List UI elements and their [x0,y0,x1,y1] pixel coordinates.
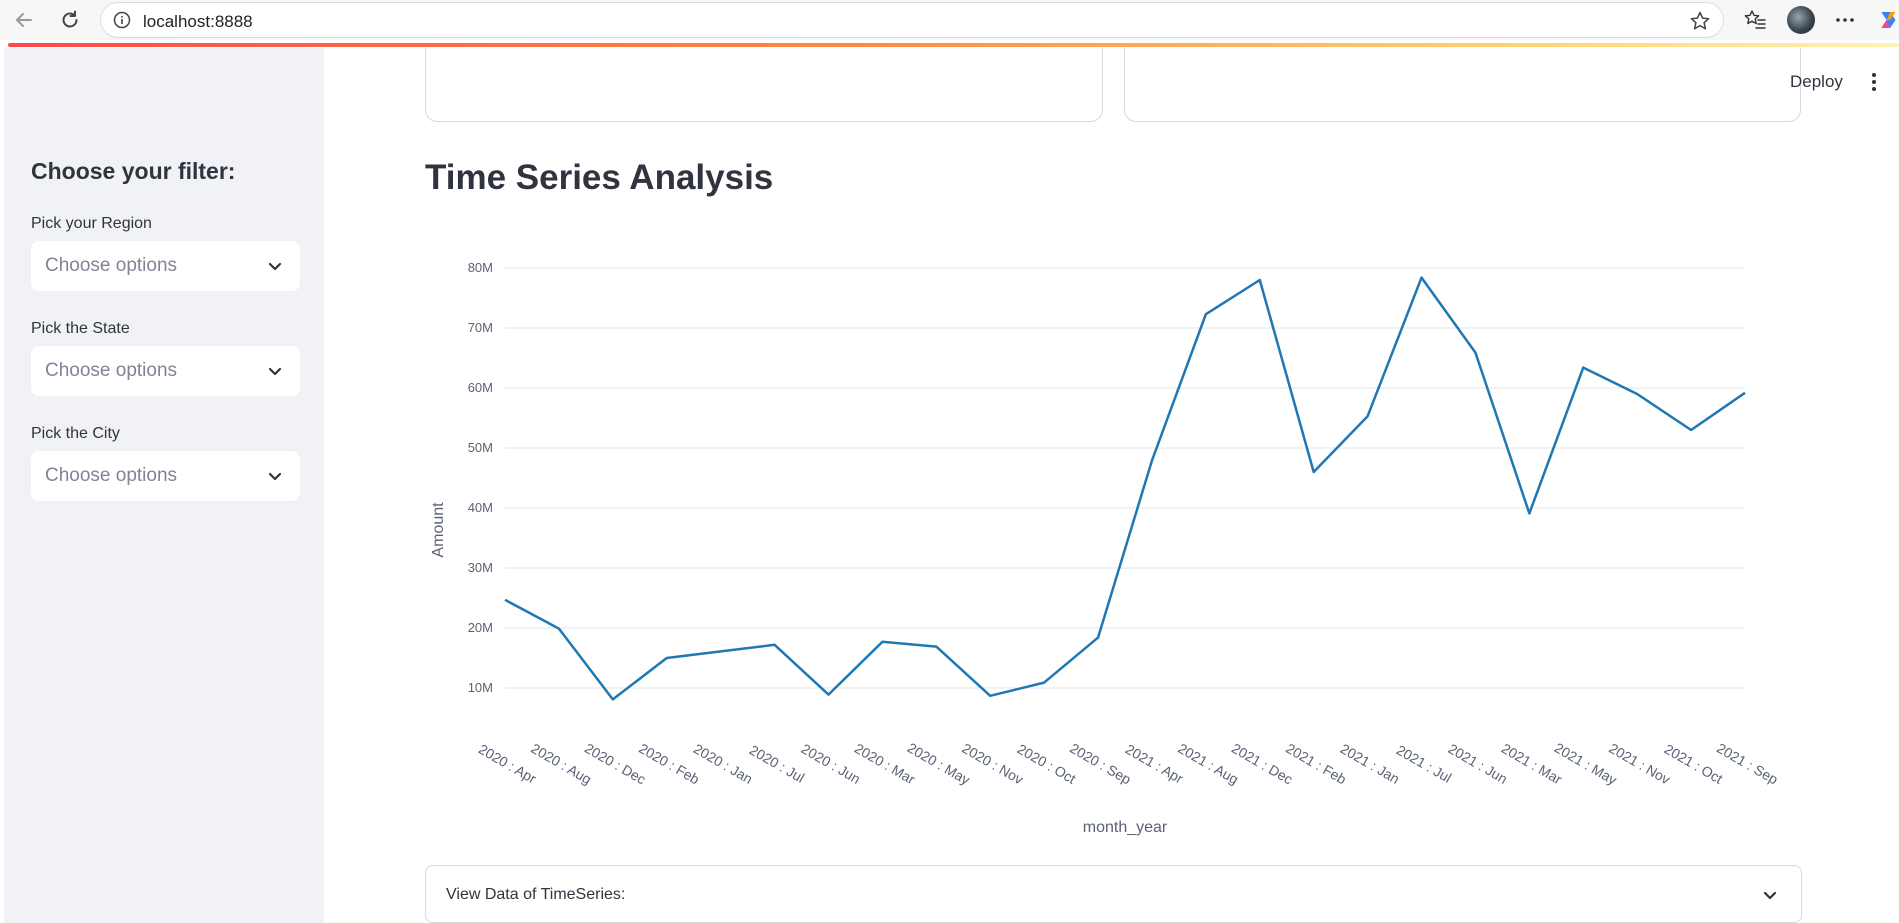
x-tick-label: 2020 : Nov [959,740,1026,788]
data-point[interactable] [984,690,996,702]
site-info-icon[interactable] [113,11,131,29]
x-tick-label: 2021 : Oct [1662,741,1726,787]
data-point[interactable] [769,639,781,651]
data-point[interactable] [607,693,619,705]
y-tick-label: 60M [468,380,493,395]
data-point[interactable] [715,645,727,657]
state-multiselect[interactable]: Choose options [31,346,300,396]
x-tick-label: 2021 : Dec [1229,740,1296,788]
data-point[interactable] [1308,466,1320,478]
more-options-icon[interactable] [1832,7,1858,33]
back-icon[interactable] [10,6,38,34]
x-tick-label: 2020 : Dec [582,740,649,788]
x-tick-label: 2020 : Jul [747,742,808,786]
x-tick-label: 2020 : Aug [528,740,594,787]
data-point[interactable] [1200,308,1212,320]
x-tick-label: 2020 : Jan [691,740,756,787]
y-tick-label: 50M [468,440,493,455]
x-tick-label: 2021 : Nov [1606,740,1673,788]
profile-avatar[interactable] [1787,6,1815,34]
x-axis-title: month_year [1083,819,1168,836]
x-tick-label: 2021 : Jul [1394,742,1455,786]
y-tick-label: 80M [468,260,493,275]
chevron-down-icon[interactable] [1761,886,1779,904]
data-point[interactable] [930,641,942,653]
x-tick-label: 2021 : Apr [1123,741,1187,787]
series-line[interactable] [504,276,1746,701]
sidebar-title: Choose your filter: [31,158,236,184]
data-point[interactable] [1254,274,1266,286]
data-point[interactable] [499,594,511,606]
sidebar: Choose your filter: Pick your Region Cho… [4,48,324,923]
data-point[interactable] [1523,507,1535,519]
city-multiselect[interactable]: Choose options [31,451,300,501]
x-tick-label: 2021 : Jun [1446,740,1511,787]
chevron-down-icon[interactable] [266,257,284,275]
x-tick-label: 2021 : Jan [1338,740,1403,787]
y-tick-label: 10M [468,680,493,695]
data-point[interactable] [1092,632,1104,644]
url-text: localhost:8888 [143,12,253,31]
x-tick-label: 2020 : Jun [799,740,864,787]
app-loading-decoration [8,43,1899,47]
browser-toolbar: localhost:8888 [0,0,1899,40]
reload-icon[interactable] [56,6,84,34]
favorite-star-icon[interactable] [1689,10,1711,32]
data-point[interactable] [553,623,565,635]
data-point[interactable] [1631,388,1643,400]
data-point[interactable] [661,652,673,664]
city-multiselect-placeholder: Choose options [45,465,178,486]
copilot-icon[interactable] [1876,7,1899,33]
data-point[interactable] [1685,424,1697,436]
y-tick-label: 40M [468,500,493,515]
x-tick-label: 2020 : Oct [1015,741,1079,787]
data-point[interactable] [1416,272,1428,284]
chevron-down-icon[interactable] [266,467,284,485]
y-tick-label: 20M [468,620,493,635]
main-content [324,48,1899,923]
data-point[interactable] [1469,347,1481,359]
view-data-expander[interactable]: View Data of TimeSeries: [425,865,1802,923]
y-axis-title: Amount [430,502,447,558]
data-point[interactable] [1146,455,1158,467]
y-tick-label: 70M [468,320,493,335]
x-tick-label: 2020 : Sep [1067,740,1134,788]
previous-section-box-right [1124,48,1801,122]
previous-section-box-left [425,48,1103,122]
main-menu-icon[interactable] [1866,70,1882,94]
region-filter-label: Pick your Region [31,215,152,232]
state-multiselect-placeholder: Choose options [45,360,178,381]
favorites-icon[interactable] [1742,7,1768,33]
chevron-down-icon[interactable] [266,362,284,380]
x-tick-label: 2021 : Feb [1283,740,1349,787]
x-tick-label: 2021 : Sep [1714,740,1781,788]
x-tick-label: 2021 : Aug [1175,740,1241,787]
data-point[interactable] [1739,387,1751,399]
city-filter-label: Pick the City [31,425,120,442]
data-point[interactable] [1038,677,1050,689]
data-point[interactable] [876,636,888,648]
page-title: Time Series Analysis [425,158,774,197]
data-point[interactable] [1577,362,1589,374]
region-multiselect-placeholder: Choose options [45,255,178,276]
data-point[interactable] [822,689,834,701]
state-filter-label: Pick the State [31,320,130,337]
region-multiselect[interactable]: Choose options [31,241,300,291]
deploy-button[interactable]: Deploy [1790,72,1843,91]
x-tick-label: 2020 : Apr [476,741,540,787]
address-bar[interactable]: localhost:8888 [100,2,1724,38]
y-tick-label: 30M [468,560,493,575]
expander-label: View Data of TimeSeries: [446,886,626,903]
x-tick-label: 2020 : Feb [636,740,702,787]
data-point[interactable] [1362,410,1374,422]
